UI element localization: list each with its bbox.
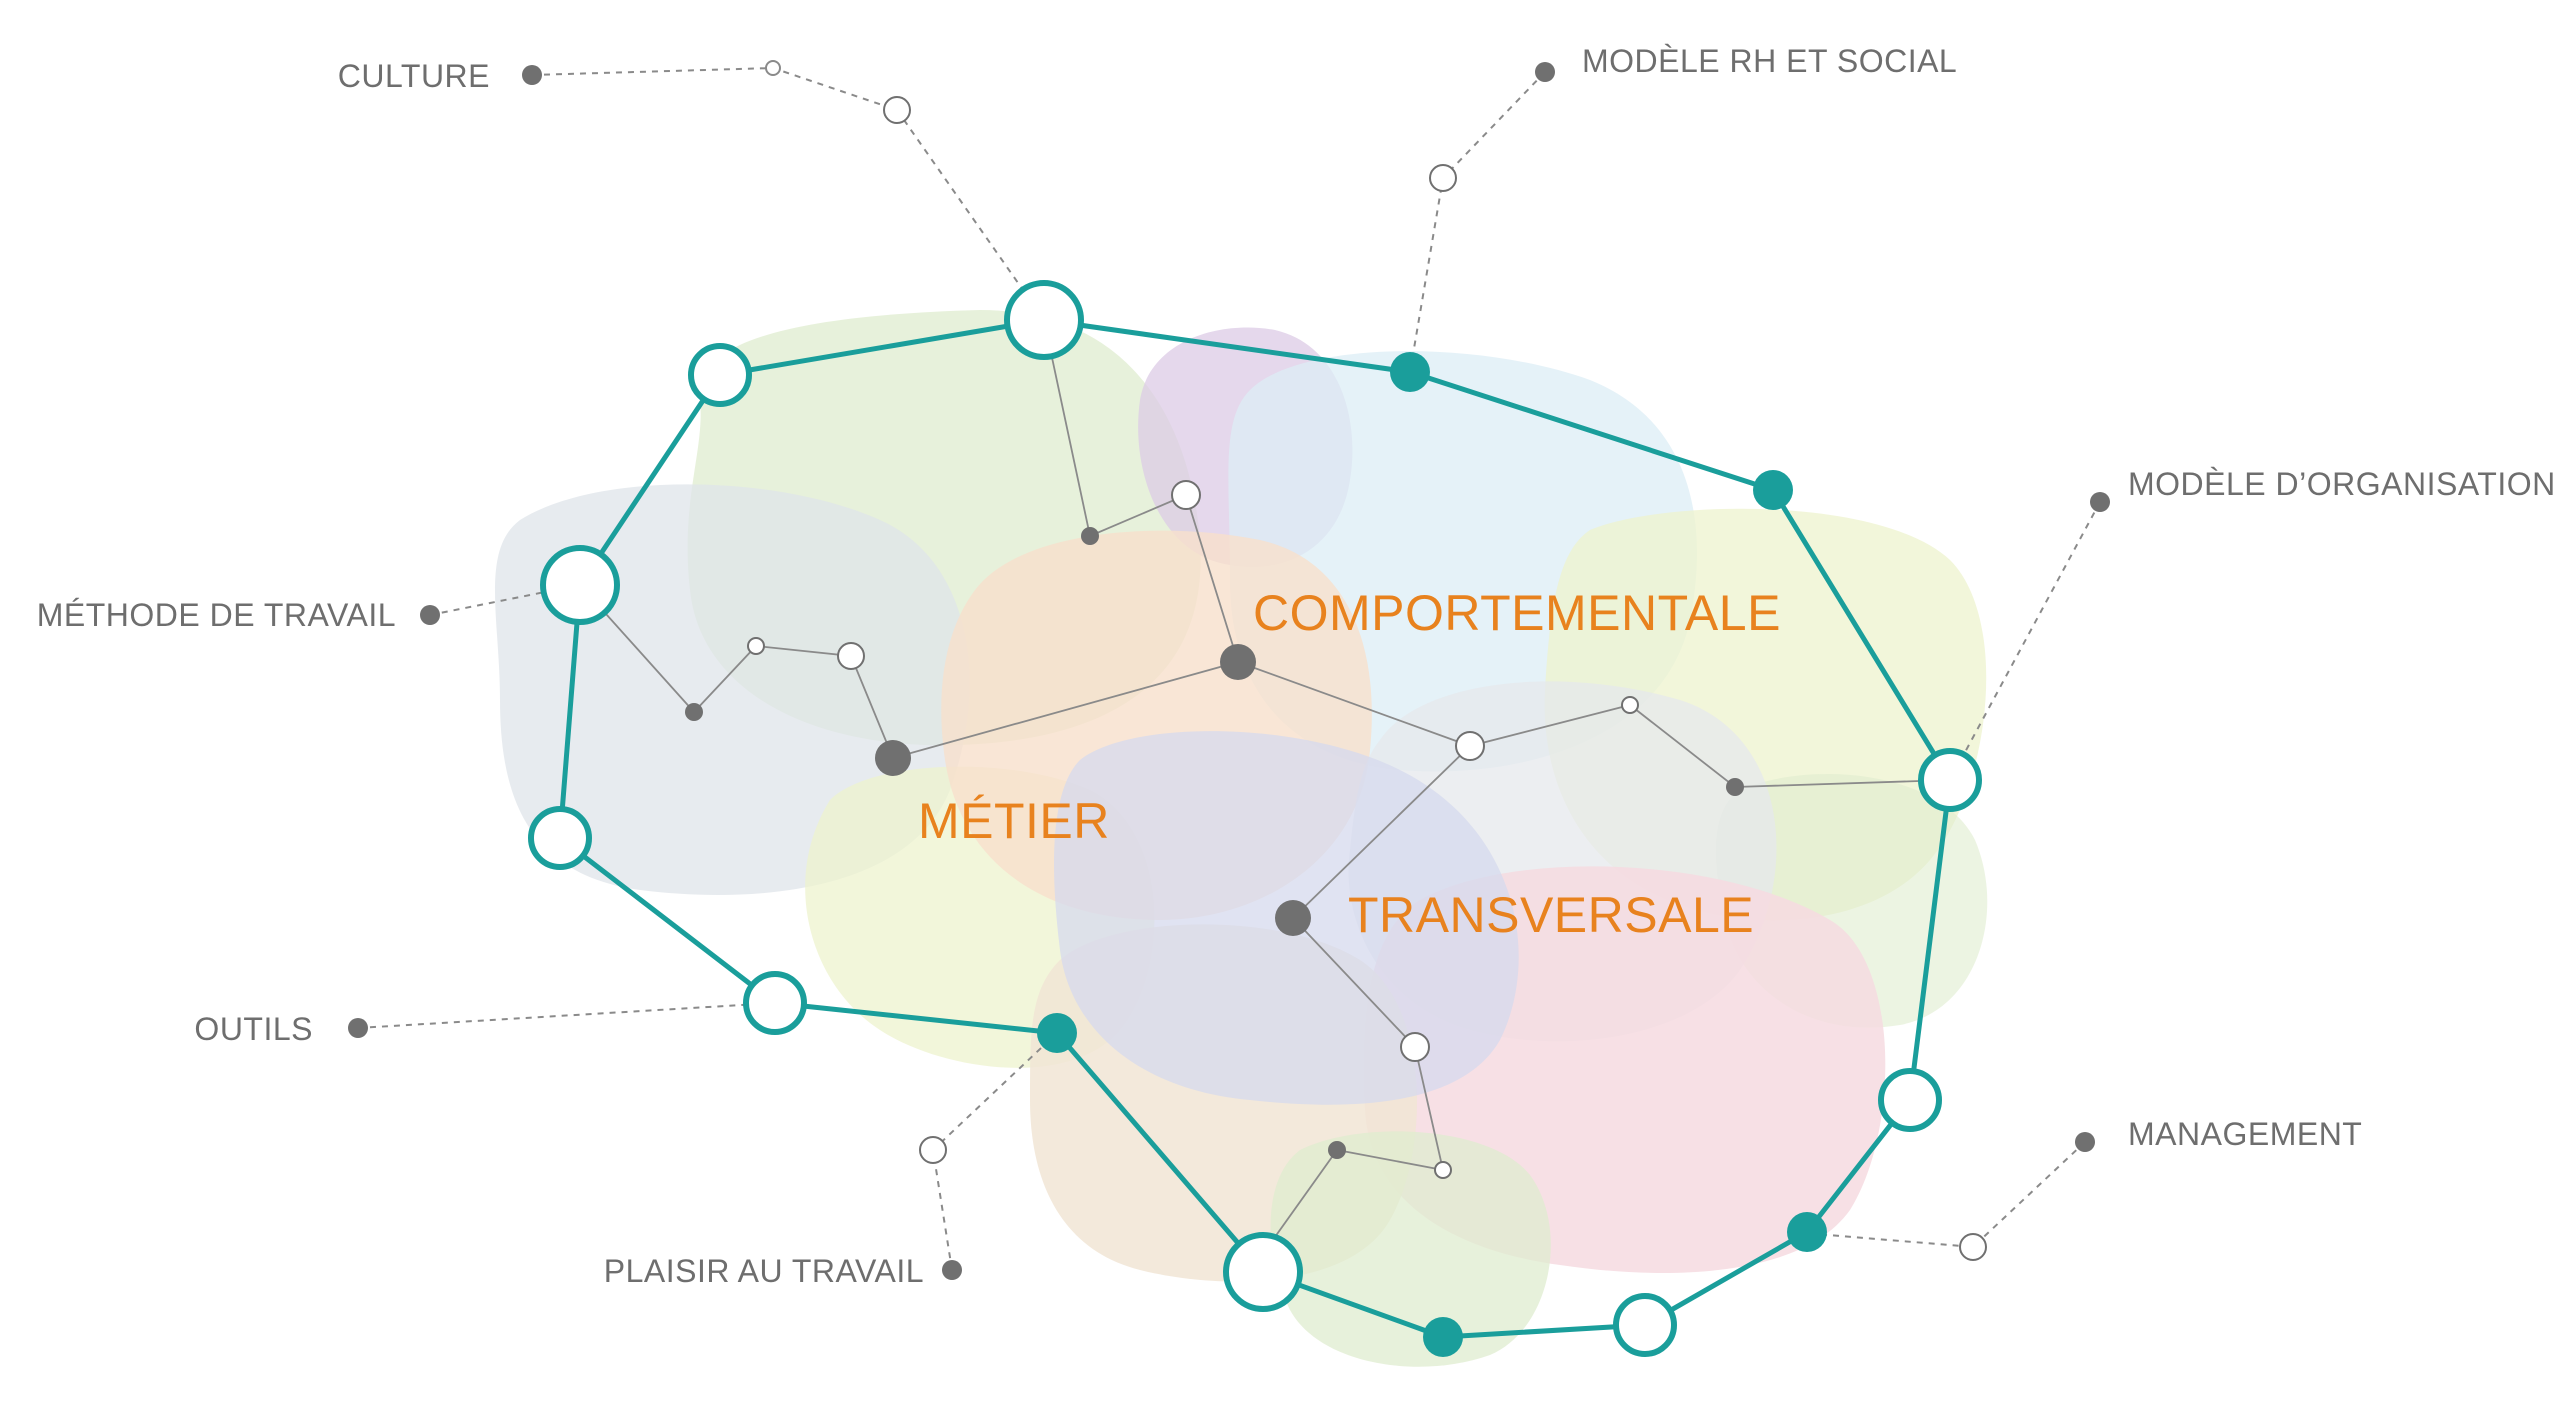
label-dots	[348, 62, 2110, 1280]
ring-node-bottom	[1423, 1317, 1463, 1357]
ring-node-management	[1787, 1212, 1827, 1252]
label-dot-organisation	[2090, 492, 2110, 512]
ring-node-left-lower	[528, 806, 592, 870]
connector-node	[883, 96, 911, 124]
label-dot-plaisir	[942, 1260, 962, 1280]
label-plaisir: PLAISIR AU TRAVAIL	[604, 1253, 924, 1289]
ring-node-organisation	[1918, 748, 1982, 812]
node-small-grey	[1328, 1141, 1346, 1159]
label-management: MANAGEMENT	[2128, 1116, 2362, 1152]
node-small-white	[747, 637, 765, 655]
label-modele-rh: MODÈLE RH ET SOCIAL	[1582, 43, 1957, 79]
label-metier: MÉTIER	[918, 793, 1110, 849]
node-small-white	[1621, 696, 1639, 714]
connector-node	[919, 1136, 947, 1164]
label-dot-methode	[420, 605, 440, 625]
node-small-grey	[1081, 527, 1099, 545]
internal-network	[579, 319, 1951, 1273]
label-comportementale: COMPORTEMENTALE	[1253, 585, 1781, 641]
ring-node-rh	[1390, 352, 1430, 392]
ring-node-plaisir	[1037, 1013, 1077, 1053]
label-dot-outils	[348, 1018, 368, 1038]
outer-labels: CULTURE MODÈLE RH ET SOCIAL MÉTHODE DE T…	[37, 43, 2556, 1289]
ring-node-top-right	[1753, 470, 1793, 510]
node-small-grey	[1726, 778, 1744, 796]
ring-node-methode-hub	[540, 545, 620, 625]
node-small-grey	[685, 703, 703, 721]
node-small-white	[1171, 480, 1201, 510]
node-grey-metier	[875, 740, 911, 776]
ring-node-top-left	[688, 343, 752, 407]
ring-node-culture-hub	[1004, 280, 1084, 360]
connector-node	[1959, 1233, 1987, 1261]
inner-labels: COMPORTEMENTALE MÉTIER TRANSVERSALE	[918, 585, 1781, 943]
label-transversale: TRANSVERSALE	[1348, 887, 1754, 943]
connector-nodes	[765, 60, 1987, 1261]
label-dot-culture	[522, 65, 542, 85]
label-dot-management	[2075, 1132, 2095, 1152]
node-small-white	[837, 642, 865, 670]
background-blobs	[495, 310, 1988, 1367]
label-outils: OUTILS	[194, 1011, 313, 1047]
node-grey-comportementale	[1220, 644, 1256, 680]
label-modele-org: MODÈLE D’ORGANISATION	[2128, 466, 2556, 502]
connector-node	[765, 60, 781, 76]
ring-nodes	[528, 280, 1982, 1357]
connector-node	[1429, 164, 1457, 192]
node-small-white	[1400, 1032, 1430, 1062]
ring-node-bottom-right	[1613, 1293, 1677, 1357]
node-small-white	[1455, 731, 1485, 761]
blob-green-bottom	[1270, 1131, 1551, 1367]
label-methode: MÉTHODE DE TRAVAIL	[37, 597, 396, 633]
node-small-white	[1434, 1161, 1452, 1179]
ring-node-outils	[743, 971, 807, 1035]
internal-nodes	[685, 480, 1744, 1179]
node-grey-transversale	[1275, 900, 1311, 936]
label-dot-rh	[1535, 62, 1555, 82]
label-culture: CULTURE	[338, 58, 490, 94]
ring-node-bottom-left-hub	[1223, 1232, 1303, 1312]
ring-node-right-lower	[1878, 1068, 1942, 1132]
